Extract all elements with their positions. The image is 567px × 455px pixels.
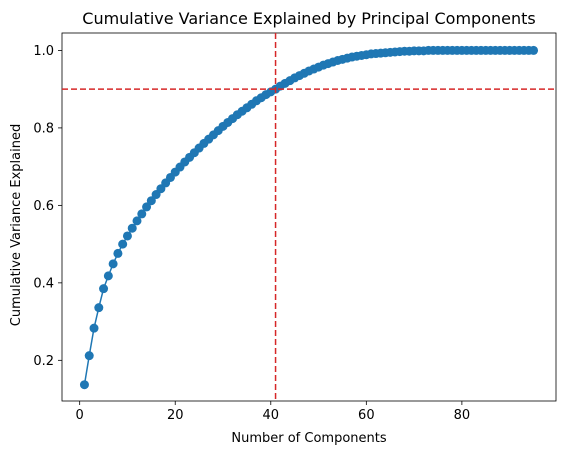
data-point [529, 45, 539, 55]
data-point [122, 231, 132, 241]
data-point [89, 323, 99, 333]
x-tick-label: 20 [167, 408, 184, 423]
data-point [118, 239, 128, 249]
data-point [99, 284, 109, 294]
plot-area: 0 20 40 60 80 0.2 0.4 0.6 0.8 1.0 [33, 32, 557, 423]
data-point [108, 259, 118, 269]
y-tick-label: 0.2 [33, 354, 54, 369]
x-tick-label: 40 [263, 408, 280, 423]
data-point [94, 303, 104, 313]
data-point [127, 223, 137, 233]
x-tick-label: 80 [454, 408, 471, 423]
y-axis-ticks: 0.2 0.4 0.6 0.8 1.0 [33, 44, 62, 369]
data-point [142, 202, 152, 212]
x-axis-label: Number of Components [231, 431, 386, 446]
series-layer [79, 45, 539, 390]
data-point [132, 216, 142, 226]
axes-frame [61, 32, 557, 402]
chart-title: Cumulative Variance Explained by Princip… [82, 9, 535, 28]
x-axis-ticks: 0 20 40 60 80 [76, 401, 471, 423]
data-point [146, 196, 156, 206]
y-tick-label: 0.6 [33, 199, 54, 214]
y-axis-label: Cumulative Variance Explained [9, 124, 24, 326]
data-point [84, 351, 94, 361]
y-tick-label: 1.0 [33, 44, 54, 59]
data-point [113, 248, 123, 258]
data-point [103, 271, 113, 281]
y-tick-label: 0.4 [33, 276, 54, 291]
x-tick-label: 60 [358, 408, 375, 423]
data-point [79, 380, 89, 390]
y-tick-label: 0.8 [33, 121, 54, 136]
x-tick-label: 0 [76, 408, 84, 423]
reference-lines [62, 33, 556, 401]
data-point [137, 209, 147, 219]
